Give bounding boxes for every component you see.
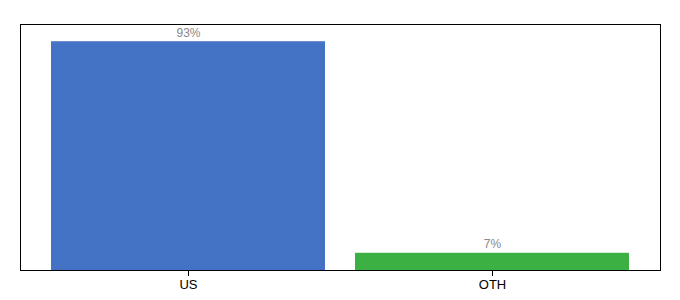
svg-text:US: US: [179, 277, 197, 292]
svg-text:7%: 7%: [484, 237, 502, 251]
svg-text:93%: 93%: [176, 26, 200, 40]
svg-text:OTH: OTH: [479, 277, 506, 292]
